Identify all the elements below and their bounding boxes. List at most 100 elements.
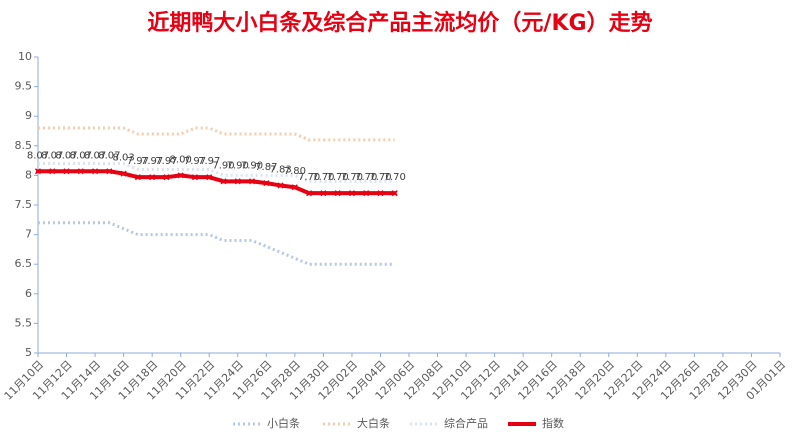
marker bbox=[149, 174, 156, 181]
data-label: 8.07 bbox=[55, 150, 77, 161]
data-label: 7.97 bbox=[184, 156, 206, 167]
data-point bbox=[334, 190, 341, 197]
legend-label: 指数 bbox=[542, 416, 564, 430]
marker bbox=[334, 190, 341, 197]
marker bbox=[63, 168, 70, 175]
data-label: 7.70 bbox=[341, 172, 363, 183]
y-tick-label: 8 bbox=[25, 168, 32, 181]
data-label: 8.07 bbox=[84, 150, 106, 161]
data-point bbox=[306, 190, 313, 197]
legend-label: 小白条 bbox=[267, 416, 300, 430]
data-label: 7.70 bbox=[369, 172, 391, 183]
data-label: 8.07 bbox=[70, 150, 92, 161]
data-label: 8.07 bbox=[41, 150, 63, 161]
y-tick-label: 6 bbox=[25, 287, 32, 300]
data-point bbox=[363, 190, 370, 197]
data-label: 7.90 bbox=[241, 160, 263, 171]
series-line bbox=[38, 221, 395, 266]
chart-title: 近期鸭大小白条及综合产品主流均价（元/KG）走势 bbox=[147, 10, 652, 36]
data-point bbox=[320, 190, 327, 197]
data-label: 7.70 bbox=[298, 172, 320, 183]
data-point bbox=[63, 168, 70, 175]
marker bbox=[134, 174, 141, 181]
y-tick-label: 6.5 bbox=[15, 257, 33, 270]
data-point bbox=[120, 170, 127, 177]
marker bbox=[306, 190, 313, 197]
marker bbox=[377, 190, 384, 197]
data-label: 7.70 bbox=[355, 172, 377, 183]
marker bbox=[34, 168, 42, 175]
data-point bbox=[277, 182, 284, 189]
marker bbox=[120, 170, 127, 177]
legend-label: 综合产品 bbox=[444, 416, 488, 430]
data-label: 7.83 bbox=[269, 164, 291, 175]
data-point bbox=[249, 178, 256, 185]
y-tick-label: 9.5 bbox=[15, 80, 33, 93]
marker bbox=[249, 178, 256, 185]
data-point bbox=[77, 168, 84, 175]
y-tick-label: 7.5 bbox=[15, 198, 33, 211]
data-label: 7.90 bbox=[227, 160, 249, 171]
data-label: 7.97 bbox=[141, 156, 163, 167]
data-label: 7.97 bbox=[198, 156, 220, 167]
data-point bbox=[163, 174, 170, 181]
marker bbox=[106, 168, 113, 175]
data-label: 8.03 bbox=[112, 153, 134, 164]
data-label: 7.80 bbox=[284, 166, 306, 177]
series-line bbox=[36, 169, 397, 196]
data-label: 7.70 bbox=[384, 172, 406, 183]
marker bbox=[163, 174, 170, 181]
data-point bbox=[234, 178, 241, 185]
marker bbox=[291, 184, 298, 191]
marker bbox=[391, 190, 398, 197]
marker bbox=[191, 174, 198, 181]
data-point bbox=[191, 174, 198, 181]
y-tick-label: 8.5 bbox=[15, 139, 33, 152]
series-line bbox=[38, 126, 395, 142]
y-tick-label: 10 bbox=[18, 50, 32, 63]
marker bbox=[348, 190, 355, 197]
data-point bbox=[377, 190, 384, 197]
marker bbox=[177, 172, 184, 179]
marker bbox=[77, 168, 84, 175]
data-point bbox=[391, 190, 398, 197]
data-label: 8.00 bbox=[170, 154, 192, 165]
data-label: 7.90 bbox=[212, 160, 234, 171]
marker bbox=[234, 178, 241, 185]
data-point bbox=[134, 174, 141, 181]
data-label: 7.87 bbox=[255, 162, 277, 173]
data-point bbox=[149, 174, 156, 181]
data-point bbox=[177, 172, 184, 179]
data-point bbox=[220, 178, 227, 185]
marker bbox=[363, 190, 370, 197]
data-point bbox=[92, 168, 99, 175]
data-point bbox=[106, 168, 113, 175]
data-point bbox=[206, 174, 213, 181]
series-line bbox=[38, 162, 395, 183]
data-label: 7.70 bbox=[312, 172, 334, 183]
marker bbox=[92, 168, 99, 175]
data-point bbox=[263, 180, 270, 187]
data-label: 7.97 bbox=[127, 156, 149, 167]
data-point bbox=[34, 168, 42, 175]
y-tick-label: 9 bbox=[25, 109, 32, 122]
y-tick-label: 5.5 bbox=[15, 316, 33, 329]
data-label: 7.97 bbox=[155, 156, 177, 167]
marker bbox=[49, 168, 56, 175]
marker bbox=[206, 174, 213, 181]
data-label: 7.70 bbox=[327, 172, 349, 183]
legend-label: 大白条 bbox=[357, 416, 390, 430]
data-label: 8.07 bbox=[27, 150, 49, 161]
y-tick-label: 7 bbox=[25, 228, 32, 241]
marker bbox=[220, 178, 227, 185]
marker bbox=[277, 182, 284, 189]
data-point bbox=[291, 184, 298, 191]
data-point bbox=[348, 190, 355, 197]
data-point bbox=[49, 168, 56, 175]
marker bbox=[263, 180, 270, 187]
marker bbox=[320, 190, 327, 197]
y-tick-label: 5 bbox=[25, 346, 32, 359]
data-label: 8.07 bbox=[98, 150, 120, 161]
